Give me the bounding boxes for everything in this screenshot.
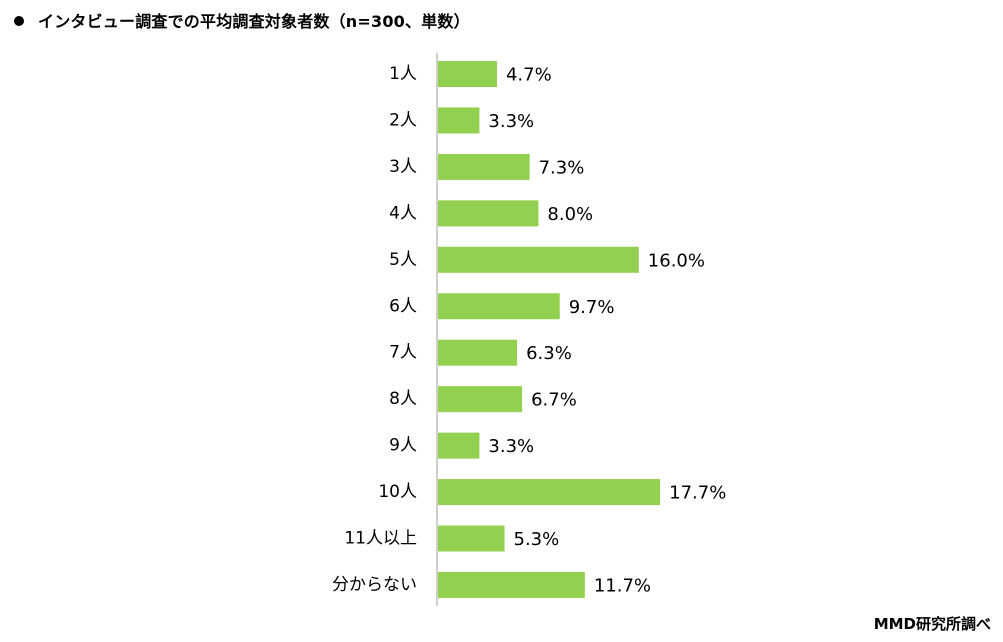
value-label: 3.3% xyxy=(488,111,534,132)
bar xyxy=(438,525,505,552)
title-bullet-icon xyxy=(14,15,24,26)
value-label: 8.0% xyxy=(547,204,593,225)
chart-title-text: インタビュー調査での平均調査対象者数（n=300、単数） xyxy=(38,12,470,31)
category-label: 分からない xyxy=(332,575,417,595)
value-label: 6.3% xyxy=(526,343,572,364)
value-label: 7.3% xyxy=(539,157,585,178)
bar xyxy=(438,339,518,366)
source-credit: MMD研究所調べ xyxy=(873,615,991,633)
category-label: 8人 xyxy=(389,389,417,409)
category-label: 11人以上 xyxy=(344,529,417,549)
category-label: 3人 xyxy=(389,157,417,177)
value-label: 6.7% xyxy=(531,390,577,411)
bar xyxy=(438,479,661,506)
value-label: 17.7% xyxy=(669,483,726,504)
value-label: 5.3% xyxy=(514,529,560,550)
category-label: 2人 xyxy=(389,110,417,130)
category-label: 9人 xyxy=(389,436,417,456)
bar xyxy=(438,107,480,134)
value-label: 3.3% xyxy=(488,436,534,457)
category-label: 6人 xyxy=(389,296,417,316)
bar xyxy=(438,432,480,459)
category-label: 10人 xyxy=(378,482,417,502)
bar xyxy=(438,386,523,413)
category-label: 1人 xyxy=(389,64,417,84)
bar xyxy=(438,293,560,320)
category-label: 5人 xyxy=(389,250,417,270)
bar xyxy=(438,246,639,273)
value-label: 4.7% xyxy=(506,65,552,86)
bar xyxy=(438,153,530,180)
value-label: 11.7% xyxy=(594,575,651,596)
bar xyxy=(438,61,497,87)
bar xyxy=(438,200,539,227)
bar xyxy=(438,571,585,598)
value-label: 16.0% xyxy=(648,250,705,271)
bars-group: 1人 4.7% 2人 3.3% 3人 7.3% 4人 8.0% 5人 16.0% 6人 9.7% 7人 6… xyxy=(332,61,726,598)
chart-title: インタビュー調査での平均調査対象者数（n=300、単数） xyxy=(14,8,470,32)
category-label: 4人 xyxy=(389,203,417,223)
value-label: 9.7% xyxy=(569,297,615,318)
category-label: 7人 xyxy=(389,343,417,363)
